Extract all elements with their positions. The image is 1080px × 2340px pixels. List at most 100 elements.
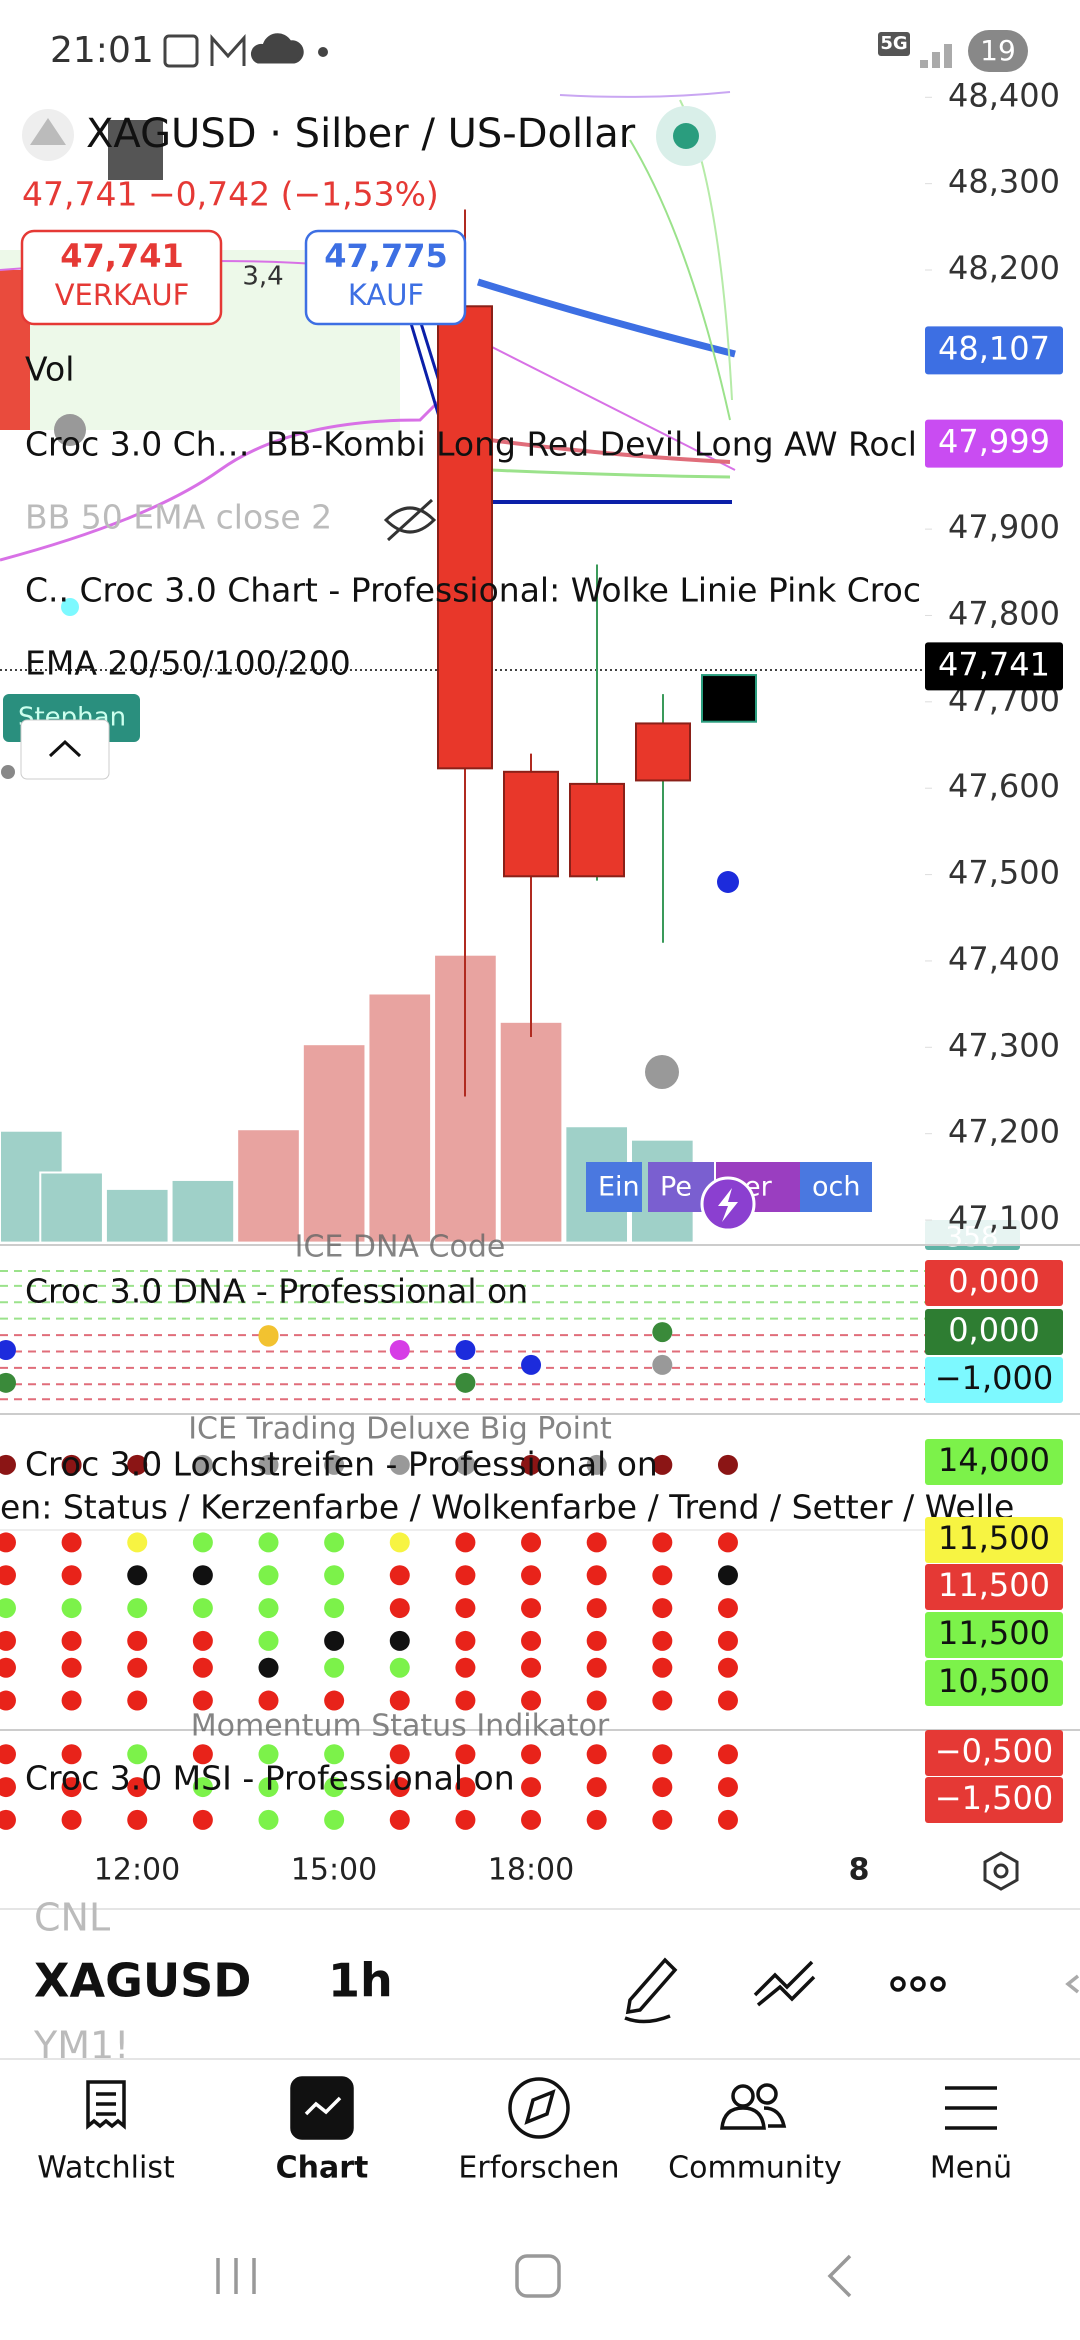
status-dot bbox=[324, 1777, 345, 1798]
settings-icon-center bbox=[993, 1863, 1009, 1879]
status-dot bbox=[127, 1630, 148, 1651]
status-dot bbox=[324, 1454, 345, 1475]
status-dot bbox=[389, 1598, 410, 1619]
status-dot bbox=[324, 1657, 345, 1678]
value-badge bbox=[925, 1730, 1063, 1776]
status-dot bbox=[324, 1565, 345, 1586]
sell-price: 47,741 bbox=[60, 237, 183, 275]
previous-symbol: CNL bbox=[34, 1896, 110, 1940]
status-dot bbox=[389, 1565, 410, 1586]
status-dot bbox=[717, 1657, 738, 1678]
status-dot bbox=[61, 1690, 82, 1711]
x-tick-label: 15:00 bbox=[291, 1853, 377, 1888]
status-dot bbox=[586, 1744, 607, 1765]
sell-button[interactable] bbox=[20, 229, 223, 326]
buy-button[interactable] bbox=[304, 229, 467, 326]
interval[interactable]: 1h bbox=[328, 1954, 393, 2008]
value-badge bbox=[925, 1612, 1063, 1658]
status-dot bbox=[61, 1565, 82, 1586]
value-badge-label: 11,500 bbox=[938, 1566, 1050, 1604]
dna-dot bbox=[652, 1322, 673, 1343]
settings-icon[interactable] bbox=[983, 1851, 1019, 1891]
y-tick-label: 48,300 bbox=[948, 163, 1060, 201]
status-dot bbox=[61, 1777, 82, 1798]
nav-label[interactable]: Community bbox=[668, 2151, 842, 2186]
system-nav[interactable] bbox=[216, 2254, 852, 2298]
status-dot bbox=[324, 1598, 345, 1619]
nav-label[interactable]: Erforschen bbox=[458, 2151, 619, 2186]
status-dot bbox=[521, 1809, 542, 1830]
pane-label: Croc 3.0 Lochstreifen - Professional on bbox=[25, 1445, 658, 1484]
dna-dot bbox=[0, 1340, 16, 1360]
status-dot bbox=[61, 1744, 82, 1765]
y-tick-label: 47,100 bbox=[948, 1199, 1060, 1237]
status-dot bbox=[455, 1690, 476, 1711]
network: 5G bbox=[880, 33, 907, 54]
status-dot bbox=[652, 1454, 673, 1475]
value-badge-label: −0,500 bbox=[935, 1732, 1053, 1770]
status-dot bbox=[61, 1598, 82, 1619]
y-tick-label: 47,500 bbox=[948, 854, 1060, 892]
indicator-label: C.. Croc 3.0 Chart - Professional: Wolke… bbox=[25, 571, 921, 610]
x-tick-label: 18:00 bbox=[488, 1853, 574, 1888]
collapse-button[interactable] bbox=[20, 719, 110, 780]
nav-icons[interactable] bbox=[86, 2076, 997, 2140]
y-tick-label: 47,900 bbox=[948, 508, 1060, 546]
candle-body bbox=[701, 674, 757, 723]
status-dot bbox=[0, 1630, 16, 1651]
status-dot bbox=[127, 1777, 148, 1798]
status-dot bbox=[192, 1657, 213, 1678]
value-badge bbox=[925, 1660, 1063, 1706]
indicator-label: EMA 20/50/100/200 bbox=[25, 644, 351, 683]
x-tick-label: 12:00 bbox=[94, 1853, 180, 1888]
value-badge bbox=[925, 1357, 1063, 1403]
banner-text: Ein bbox=[598, 1172, 640, 1203]
status-dot bbox=[127, 1657, 148, 1678]
status-dot bbox=[61, 1809, 82, 1830]
toolbar-symbol[interactable]: XAGUSD bbox=[34, 1954, 252, 2008]
status-dot bbox=[586, 1690, 607, 1711]
toolbar-icons[interactable] bbox=[624, 1957, 1080, 2024]
nav-label[interactable]: Chart bbox=[276, 2151, 369, 2186]
battery-level: 19 bbox=[980, 34, 1016, 67]
banner-text: Pe bbox=[660, 1172, 692, 1203]
value-badge-label: 11,500 bbox=[938, 1614, 1050, 1652]
status-dot bbox=[258, 1565, 279, 1586]
indicator-label: Croc 3.0 Ch… bbox=[25, 425, 250, 464]
symbol-icon-shape bbox=[30, 118, 66, 145]
hidden-icon[interactable] bbox=[383, 498, 437, 542]
status-dot bbox=[521, 1598, 542, 1619]
y-tick-label: 48,200 bbox=[948, 249, 1060, 287]
value-badge-label: 11,500 bbox=[938, 1519, 1050, 1557]
status-dot bbox=[389, 1657, 410, 1678]
status-dot bbox=[586, 1598, 607, 1619]
status-dot bbox=[652, 1690, 673, 1711]
banner-text: och bbox=[812, 1172, 860, 1203]
dna-dot bbox=[389, 1340, 410, 1360]
status-dot bbox=[455, 1657, 476, 1678]
y-tick-label: 47,200 bbox=[948, 1113, 1060, 1151]
price-tag-label: 48,107 bbox=[938, 329, 1050, 367]
status-dot bbox=[586, 1777, 607, 1798]
status-dot bbox=[258, 1532, 279, 1553]
status-dot bbox=[192, 1690, 213, 1711]
signal bbox=[920, 44, 952, 68]
status-dot bbox=[389, 1454, 410, 1475]
symbol-title[interactable]: XAGUSD · Silber / US-Dollar bbox=[86, 111, 636, 157]
status-dot bbox=[521, 1454, 542, 1475]
status-dot bbox=[717, 1454, 738, 1475]
nav-label[interactable]: Watchlist bbox=[37, 2151, 175, 2186]
value-badge-label: 14,000 bbox=[938, 1441, 1050, 1479]
status-dot bbox=[717, 1598, 738, 1619]
status-dot bbox=[127, 1454, 148, 1475]
status-dot bbox=[192, 1565, 213, 1586]
status-dot bbox=[0, 1690, 16, 1711]
status-dot bbox=[652, 1777, 673, 1798]
status-dot bbox=[0, 1598, 16, 1619]
volume-bar bbox=[498, 1020, 564, 1244]
status-dot bbox=[389, 1630, 410, 1651]
status-dot bbox=[652, 1565, 673, 1586]
nav-label[interactable]: Menü bbox=[930, 2151, 1012, 2186]
status-dot bbox=[61, 1630, 82, 1651]
status-dot bbox=[258, 1777, 279, 1798]
